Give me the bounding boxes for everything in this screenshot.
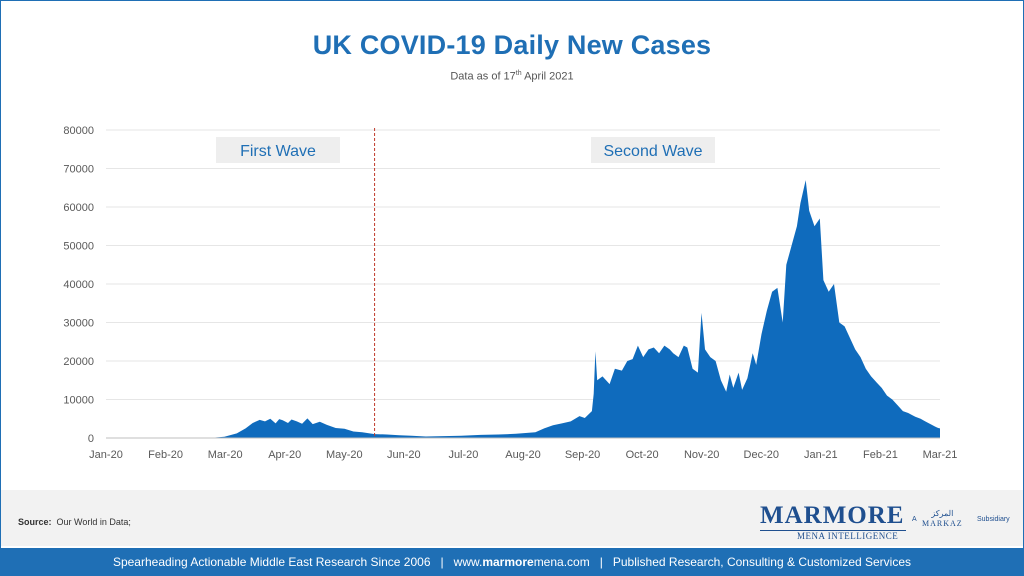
- first-wave-label: First Wave: [240, 143, 316, 160]
- x-tick-label-11: Dec-20: [744, 449, 779, 461]
- second-wave-label: Second Wave: [603, 143, 702, 160]
- marmore-logo: MARMORE MENA INTELLIGENCE A المركز MARKAZ…: [760, 500, 1010, 541]
- subtitle-sup: th: [515, 70, 522, 77]
- logo-parent-ar: المركز: [931, 509, 954, 518]
- subtitle-suffix: April 2021: [521, 70, 574, 83]
- subtitle-prefix: Data as of 17: [450, 70, 516, 83]
- second-wave-label-box: [591, 137, 715, 163]
- x-tick-label-8: Sep-20: [565, 449, 600, 461]
- covid-chart: 0 10000 20000 30000 40000 50000 60000 70000 8000…: [63, 125, 958, 461]
- x-tick-label-3: Apr-20: [268, 449, 301, 461]
- y-tick-label-6: 60000: [63, 202, 94, 214]
- y-tick-label-8: 80000: [63, 125, 94, 137]
- y-tick-label-4: 40000: [63, 279, 94, 291]
- footer-services: Published Research, Consulting & Customi…: [612, 555, 912, 569]
- x-tick-label-13: Feb-21: [863, 449, 898, 461]
- y-tick-label-0: 0: [88, 433, 94, 445]
- y-tick-label-2: 20000: [63, 356, 94, 368]
- x-tick-label-10: Nov-20: [684, 449, 719, 461]
- first-wave-label-box: [216, 137, 340, 163]
- logo-name: MARMORE: [760, 502, 905, 529]
- footer-url-bold: marmore: [482, 555, 534, 569]
- source-note: Source: Our World in Data;: [18, 517, 131, 527]
- x-tick-label-14: Mar-21: [923, 449, 958, 461]
- logo-rule: [760, 530, 906, 531]
- cases-area: [106, 180, 940, 438]
- x-tick-label-1: Feb-20: [148, 449, 183, 461]
- footer-tagline: Spearheading Actionable Middle East Rese…: [112, 555, 431, 569]
- footer-sep-1: |: [440, 555, 444, 569]
- logo-prefix: A: [912, 516, 917, 523]
- y-tick-label-5: 50000: [63, 241, 94, 253]
- chart-title: UK COVID-19 Daily New Cases: [312, 30, 712, 60]
- source-label: Source:: [18, 517, 52, 527]
- logo-suffix: Subsidiary: [977, 516, 1010, 523]
- source-text: Our World in Data;: [56, 517, 131, 527]
- y-tick-label-1: 10000: [63, 395, 94, 407]
- x-tick-label-0: Jan-20: [89, 449, 123, 461]
- logo-parent: المركز MARKAZ: [922, 509, 963, 529]
- x-tick-label-7: Aug-20: [505, 449, 540, 461]
- x-tick-label-4: May-20: [326, 449, 363, 461]
- x-tick-label-9: Oct-20: [626, 449, 659, 461]
- chart-subtitle: Data as of 17th April 2021: [0, 70, 1024, 83]
- footer-sep-2: |: [599, 555, 603, 569]
- y-tick-label-7: 70000: [63, 164, 94, 176]
- footer-band: Spearheading Actionable Middle East Rese…: [0, 548, 1024, 576]
- x-tick-label-2: Mar-20: [208, 449, 243, 461]
- logo-tagline: MENA INTELLIGENCE: [797, 531, 899, 541]
- footer-url-pre: www.: [453, 555, 483, 569]
- y-tick-label-3: 30000: [63, 318, 94, 330]
- footer-url[interactable]: www.marmoremena.com: [454, 555, 590, 569]
- x-tick-label-12: Jan-21: [804, 449, 838, 461]
- x-tick-label-5: Jun-20: [387, 449, 421, 461]
- source-band: [1, 490, 1023, 546]
- footer-url-post: mena.com: [533, 555, 590, 569]
- x-tick-label-6: Jul-20: [448, 449, 478, 461]
- logo-parent-en: MARKAZ: [922, 519, 963, 528]
